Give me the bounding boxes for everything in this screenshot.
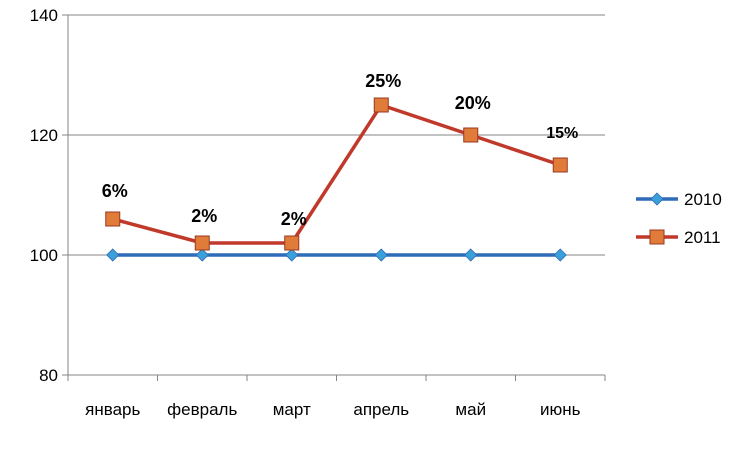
x-tick-label: февраль: [167, 400, 237, 419]
data-point: [552, 157, 568, 173]
x-tick-label: июнь: [540, 400, 581, 419]
legend-label: 2011: [684, 228, 721, 247]
data-label: 20%: [455, 93, 491, 113]
x-tick-label: апрель: [353, 400, 409, 419]
legend-marker: [650, 192, 664, 206]
x-tick-label: январь: [85, 400, 140, 419]
data-point: [373, 97, 389, 113]
data-point: [194, 235, 210, 251]
y-tick-label: 80: [39, 366, 58, 385]
data-point: [464, 248, 478, 262]
y-tick-label: 120: [30, 126, 58, 145]
data-point: [195, 248, 209, 262]
series-line-2011: [112, 103, 561, 245]
data-point: [105, 211, 121, 227]
data-point: [284, 235, 300, 251]
data-point: [374, 248, 388, 262]
x-tick-label: март: [273, 400, 311, 419]
legend-label: 2010: [684, 190, 722, 209]
y-tick-label: 140: [30, 6, 58, 25]
data-label: 2%: [191, 206, 217, 226]
data-label: 15%: [546, 125, 578, 142]
legend-marker: [649, 229, 665, 245]
y-tick-label: 100: [30, 246, 58, 265]
data-label: 25%: [365, 71, 401, 91]
data-label: 2%: [281, 209, 307, 229]
data-point: [285, 248, 299, 262]
data-point: [106, 248, 120, 262]
data-label: 6%: [102, 181, 128, 201]
data-point: [553, 248, 567, 262]
x-tick-label: май: [455, 400, 486, 419]
data-point: [463, 127, 479, 143]
